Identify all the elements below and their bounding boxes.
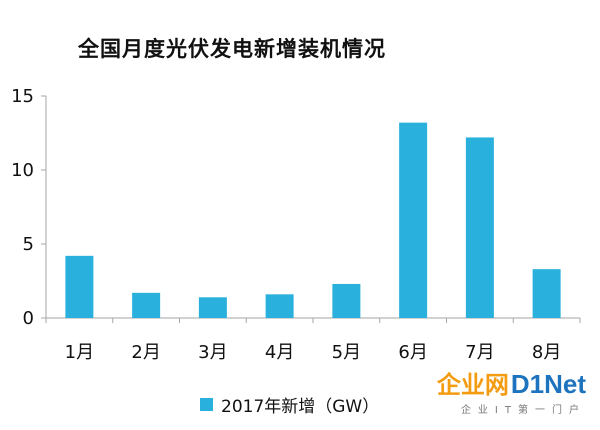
watermark-en: D1Net	[510, 369, 586, 399]
bar	[65, 255, 94, 318]
bar	[198, 297, 227, 318]
x-tick-label: 5月	[332, 342, 361, 363]
y-tick-label: 15	[11, 86, 34, 107]
x-tick-label: 1月	[65, 342, 94, 363]
chart-title: 全国月度光伏发电新增装机情况	[78, 37, 386, 61]
x-tick-label: 8月	[532, 342, 561, 363]
y-tick-label: 5	[23, 234, 34, 255]
watermark-logo: 企业网 D1Net 企业IT第一门户	[437, 365, 586, 416]
x-tick-label: 4月	[265, 342, 294, 363]
legend-swatch	[200, 398, 213, 411]
x-tick-label: 6月	[398, 342, 427, 363]
bar	[399, 122, 428, 318]
watermark-sub: 企业IT第一门户	[460, 405, 586, 416]
bar	[332, 283, 361, 318]
watermark-cn: 企业网	[436, 371, 509, 399]
x-tick-label: 2月	[131, 342, 160, 363]
bar	[532, 269, 561, 318]
x-tick-label: 7月	[465, 342, 494, 363]
bar	[465, 137, 494, 318]
x-tick-label: 3月	[198, 342, 227, 363]
bar	[265, 294, 294, 318]
y-tick-label: 0	[23, 308, 34, 329]
bar	[132, 292, 161, 318]
y-tick-label: 10	[11, 160, 34, 181]
legend: 2017年新增（GW）	[200, 392, 379, 417]
legend-label: 2017年新增（GW）	[221, 397, 380, 417]
